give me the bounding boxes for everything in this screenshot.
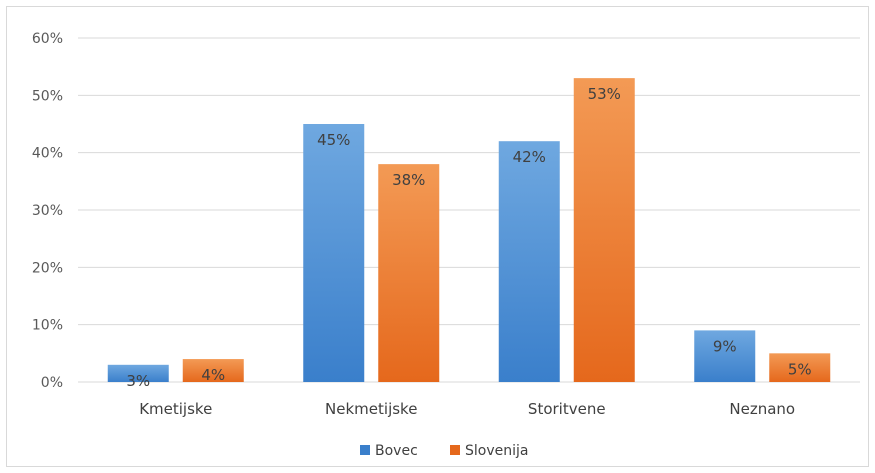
x-tick-label: Kmetijske — [139, 400, 212, 418]
data-label: 3% — [126, 372, 150, 390]
data-label: 42% — [513, 148, 546, 166]
y-tick-label: 60% — [32, 31, 63, 47]
data-label: 38% — [392, 171, 425, 189]
bar-bovec-neznano — [694, 330, 756, 382]
data-label: 45% — [317, 131, 350, 149]
legend-label-slovenija: Slovenija — [465, 443, 528, 459]
bar-bovec-storitvene — [498, 141, 560, 382]
bar-slovenija-nekmetijske — [378, 164, 440, 382]
bar-slovenija-kmetijske — [182, 359, 244, 382]
x-tick-label: Storitvene — [528, 400, 606, 418]
legend-label-bovec: Bovec — [375, 443, 418, 459]
data-label: 53% — [588, 85, 621, 103]
data-label: 9% — [713, 337, 737, 355]
y-tick-label: 20% — [32, 260, 63, 276]
y-tick-label: 0% — [41, 375, 63, 391]
x-tick-label: Neznano — [729, 400, 795, 418]
bar-bovec-nekmetijske — [303, 124, 365, 382]
legend-swatch-bovec — [360, 445, 370, 455]
y-tick-label: 10% — [32, 318, 63, 334]
y-tick-label: 30% — [32, 203, 63, 219]
legend-swatch-slovenija — [450, 445, 460, 455]
y-tick-label: 50% — [32, 88, 63, 104]
bar-slovenija-storitvene — [573, 78, 635, 382]
data-label: 5% — [788, 360, 812, 378]
y-tick-label: 40% — [32, 146, 63, 162]
bar-bovec-kmetijske — [107, 364, 169, 382]
data-label: 4% — [201, 366, 225, 384]
bar-slovenija-neznano — [769, 353, 831, 382]
x-tick-label: Nekmetijske — [325, 400, 417, 418]
